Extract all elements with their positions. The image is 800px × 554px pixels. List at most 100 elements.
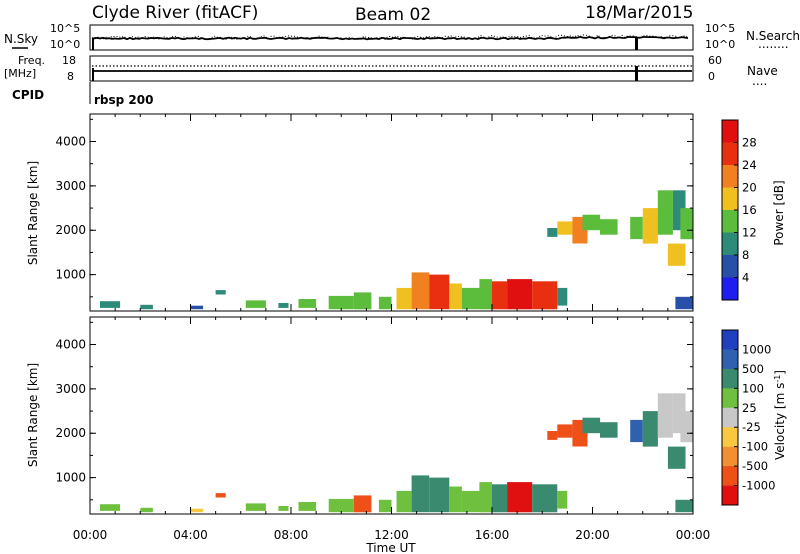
- n-search-trace: [91, 34, 689, 41]
- freq-unit-label: [MHz]: [4, 67, 36, 80]
- freq-panel-frame: [89, 55, 694, 82]
- date-label: 18/Mar/2015: [585, 3, 693, 23]
- y-tick-label-3: 4000: [55, 135, 86, 149]
- sky-panel-frame: [89, 24, 694, 51]
- sky-gap-marker: [635, 38, 638, 50]
- data-cell-1: [140, 304, 153, 310]
- data-cell-6: [298, 502, 317, 511]
- data-cell-7: [328, 498, 354, 513]
- data-cell-16: [492, 281, 508, 310]
- velocity-x-axis: 00:00 04:00 08:00 12:00 16:00 20:00 00:00: [73, 317, 711, 542]
- n-sky-trace: [91, 35, 689, 41]
- data-cell-26: [642, 411, 658, 447]
- velocity-frame: [89, 316, 694, 515]
- colorbar-tick-label-1: 500: [742, 362, 764, 376]
- colorbar-swatch-3: [722, 388, 738, 408]
- colorbar-tick-label-3: 16: [742, 203, 757, 217]
- data-cell-15: [479, 482, 492, 513]
- data-cell-31: [675, 296, 693, 310]
- colorbar-swatch-0: [722, 120, 738, 143]
- velocity-colorbar-label: Velocity [m s-1]: [773, 370, 787, 460]
- data-cell-4: [245, 300, 266, 308]
- data-cell-14: [461, 287, 480, 310]
- data-cell-13: [449, 486, 462, 513]
- data-cell-10: [396, 287, 412, 310]
- data-cell-28: [667, 243, 686, 266]
- beam-label: Beam 02: [355, 5, 431, 25]
- power-colorbar: 4 8 12 16 20 24 28: [721, 119, 757, 301]
- colorbar-tick-label-2: 12: [742, 226, 757, 240]
- sky-start-marker: [92, 38, 94, 50]
- data-cell-5: [278, 303, 289, 308]
- freq-label: Freq.: [18, 54, 45, 67]
- power-frame: [89, 113, 694, 312]
- colorbar-swatch-5: [722, 232, 738, 256]
- colorbar-frame: [721, 329, 739, 506]
- data-cell-16: [492, 484, 508, 513]
- sky-left-bottom: 10^0: [50, 38, 80, 51]
- data-cell-11: [411, 272, 430, 310]
- x-tick-label-4: 16:00: [475, 528, 510, 542]
- colorbar-swatch-5: [722, 427, 738, 447]
- data-cell-15: [479, 279, 492, 310]
- data-cell-25: [630, 419, 643, 443]
- data-cell-27: [657, 190, 673, 235]
- colorbar-swatch-2: [722, 368, 738, 389]
- colorbar-tick-label-0: 4: [742, 271, 749, 285]
- data-cell-2: [190, 305, 204, 310]
- data-cell-3: [215, 493, 226, 498]
- station-title: Clyde River (fitACF): [92, 3, 258, 23]
- y-tick-label-1: 2000: [55, 223, 86, 237]
- data-cell-8: [353, 292, 372, 310]
- colorbar-swatch-1: [722, 142, 738, 166]
- data-cell-30: [680, 411, 693, 443]
- data-cell-20: [547, 431, 558, 440]
- freq-gap-marker: [635, 66, 638, 81]
- power-colorbar-label: Power [dB]: [772, 180, 786, 245]
- velocity-ylabel: Slant Range [km]: [26, 363, 40, 467]
- colorbar-tick-label-7: -1000: [742, 479, 775, 493]
- data-cell-24: [600, 219, 618, 235]
- data-cell-7: [328, 295, 354, 310]
- power-data-layer: [100, 190, 693, 310]
- y-tick-label-0: 1000: [55, 268, 86, 282]
- n-search-label: N.Search: [746, 29, 800, 43]
- sky-right-bottom: 10^0: [705, 38, 735, 51]
- freq-top: 18: [62, 54, 76, 67]
- x-tick-label-3: 12:00: [374, 528, 409, 542]
- colorbar-tick-label-6: 28: [742, 136, 757, 150]
- x-axis-title: Time UT: [365, 541, 416, 554]
- data-cell-30: [680, 208, 693, 240]
- colorbar-tick-label-3: 25: [742, 401, 757, 415]
- data-cell-8: [353, 495, 372, 513]
- data-cell-24: [600, 422, 618, 438]
- colorbar-tick-label-6: -500: [742, 459, 768, 473]
- data-cell-18: [532, 484, 558, 513]
- nave-bottom: 0: [708, 70, 715, 83]
- data-cell-3: [215, 290, 226, 295]
- data-cell-20: [547, 228, 558, 237]
- data-cell-25: [630, 216, 643, 240]
- data-cell-5: [278, 506, 289, 511]
- data-cell-19: [557, 287, 568, 306]
- data-cell-11: [411, 475, 430, 513]
- colorbar-swatch-6: [722, 255, 738, 278]
- data-cell-27: [657, 393, 673, 438]
- x-tick-label-6: 00:00: [676, 528, 711, 542]
- colorbar-tick-label-2: 100: [742, 381, 764, 395]
- power-ylabel: Slant Range [km]: [26, 161, 40, 265]
- data-cell-21: [557, 221, 573, 235]
- y-tick-label-2: 3000: [55, 179, 86, 193]
- sky-right-top: 10^5: [705, 22, 735, 35]
- y-tick-label-1: 2000: [55, 426, 86, 440]
- y-tick-label-0: 1000: [55, 471, 86, 485]
- colorbar-swatch-4: [722, 407, 738, 428]
- colorbar-swatch-4: [722, 210, 738, 233]
- colorbar-tick-label-5: -100: [742, 440, 768, 454]
- colorbar-tick-label-0: 1000: [742, 342, 771, 356]
- cpid-value: rbsp 200: [94, 93, 153, 107]
- colorbar-swatch-7: [722, 277, 738, 301]
- n-search-dots: ........: [758, 37, 789, 51]
- colorbar-tick-label-4: -25: [742, 420, 761, 434]
